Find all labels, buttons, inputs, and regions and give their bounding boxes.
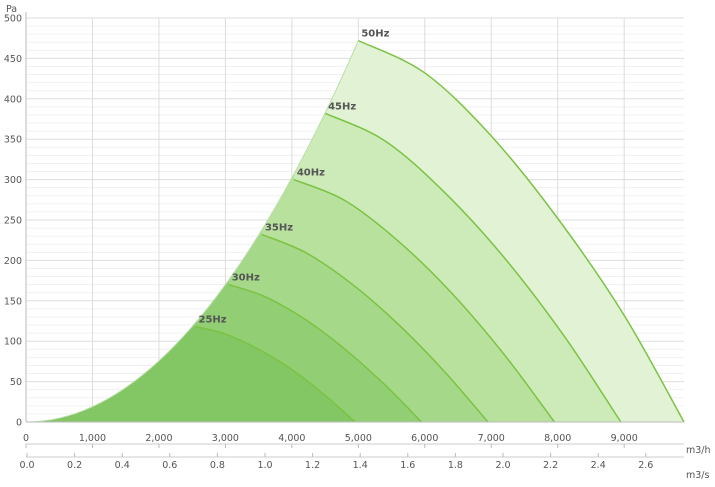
label-30hz: 30Hz (232, 273, 260, 284)
curve-50hz[interactable] (357, 39, 685, 423)
x2-tick-label: 1.6 (400, 460, 415, 471)
x-tick-label: 6,000 (411, 433, 438, 444)
x-tick-label: 3,000 (212, 433, 239, 444)
x-tick-label: 1,000 (79, 433, 106, 444)
y-tick-label: 100 (4, 337, 22, 348)
y-tick-label: 0 (16, 418, 22, 429)
curve-45hz[interactable] (324, 112, 622, 423)
x2-tick-label: 0.8 (210, 460, 225, 471)
y-tick-label: 400 (4, 94, 22, 105)
speed-labels: 25Hz 30Hz 35Hz 40Hz 45Hz 50Hz (198, 29, 389, 326)
x-tick-label: 2,000 (145, 433, 172, 444)
y-tick-label: 500 (4, 14, 22, 25)
label-25hz: 25Hz (198, 315, 226, 326)
x-tick-label: 0 (23, 433, 29, 444)
y-tick-label: 350 (4, 135, 22, 146)
curve-40hz[interactable] (293, 178, 555, 423)
area-25hz (26, 322, 355, 422)
boundary-curve (25, 40, 359, 423)
x-tick-label: 5,000 (345, 433, 372, 444)
x2-unit-label: m3/s (686, 470, 709, 481)
label-50hz: 50Hz (361, 29, 389, 40)
x2-tick-label: 0.6 (162, 460, 177, 471)
x2-tick-label: 1.2 (305, 460, 320, 471)
x2-tick-label: 2.4 (591, 460, 606, 471)
x2-tick-label: 2.0 (495, 460, 510, 471)
x2-tick-label: 2.6 (638, 460, 653, 471)
y-tick-label: 150 (4, 296, 22, 307)
x2-tick-label: 1.8 (448, 460, 463, 471)
label-35hz: 35Hz (265, 223, 293, 234)
x-tick-label: 7,000 (478, 433, 505, 444)
y-tick-label: 300 (4, 175, 22, 186)
curve-35hz[interactable] (261, 233, 489, 423)
y-tick-label: 200 (4, 256, 22, 267)
x-tick-label: 9,000 (611, 433, 638, 444)
x2-tick-label: 0.2 (67, 460, 82, 471)
x2-tick-label: 2.2 (543, 460, 558, 471)
y-tick-label: 250 (4, 216, 22, 227)
x2-tick-label: 1.4 (353, 460, 368, 471)
curve-25hz[interactable] (195, 325, 356, 423)
speed-curves (25, 39, 685, 423)
y-tick-label: 450 (4, 54, 22, 65)
label-40hz: 40Hz (297, 168, 325, 179)
x2-tick-label: 1.0 (257, 460, 272, 471)
x2-tick-label: 0.4 (115, 460, 130, 471)
x2-tick-label: 0.0 (19, 460, 34, 471)
label-45hz: 45Hz (328, 101, 356, 112)
y-tick-label: 50 (10, 377, 22, 388)
curve-30hz[interactable] (228, 283, 422, 423)
x-unit-label: m3/h (686, 445, 711, 456)
y-unit-label: Pa (6, 4, 17, 15)
x-tick-label: 8,000 (544, 433, 571, 444)
x-tick-label: 4,000 (278, 433, 305, 444)
